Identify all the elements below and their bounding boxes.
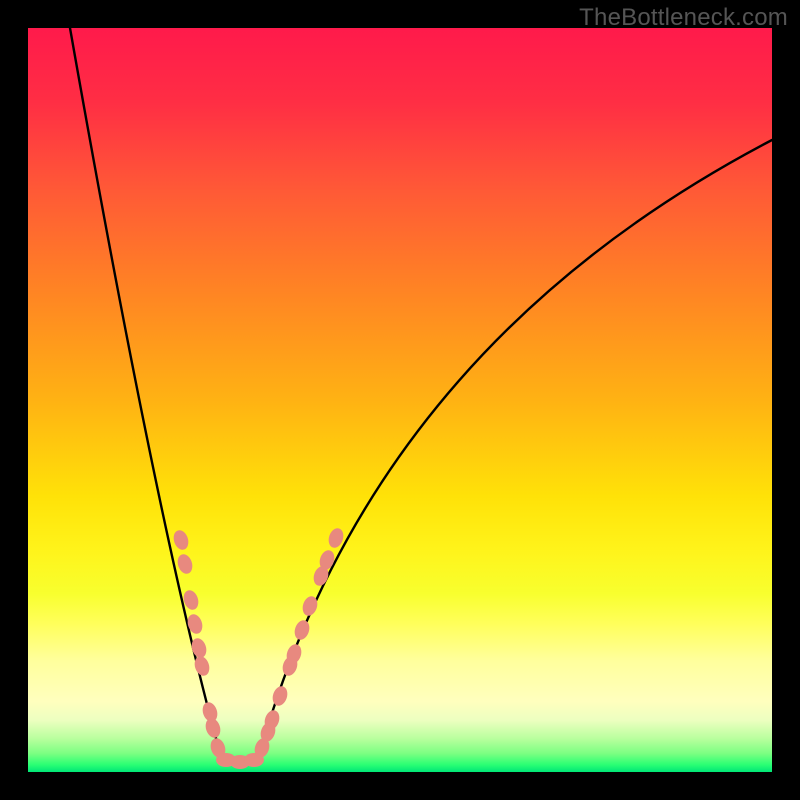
- chart-container: TheBottleneck.com: [0, 0, 800, 800]
- bottleneck-chart: [0, 0, 800, 800]
- watermark-text: TheBottleneck.com: [579, 4, 788, 32]
